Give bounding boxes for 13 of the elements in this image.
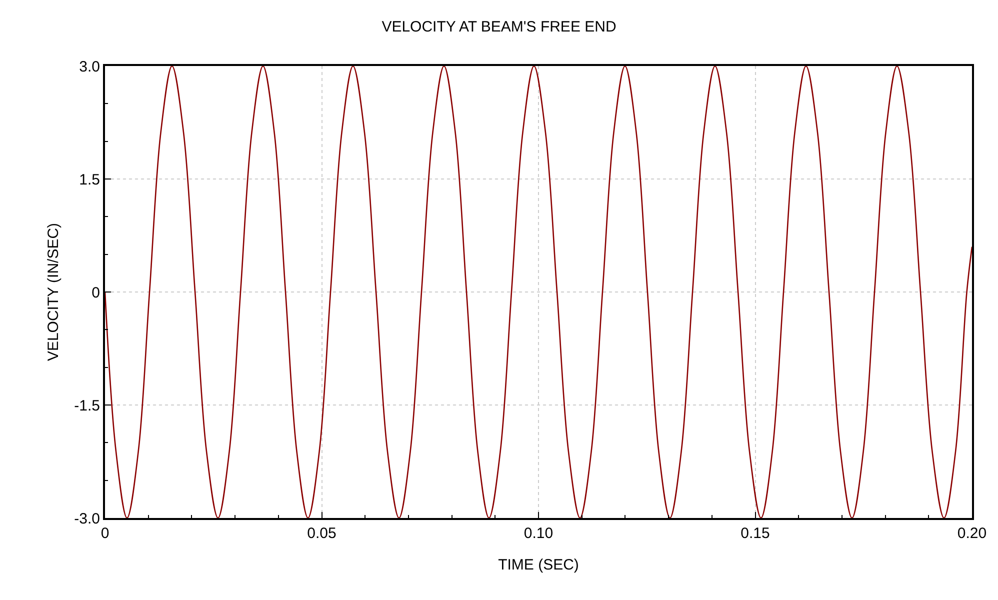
x-tick-label: 0.10 [524, 525, 554, 542]
x-tick-label: 0.05 [307, 525, 336, 542]
y-tick-label: -3.0 [74, 510, 100, 528]
y-axis-title: VELOCITY (IN/SEC) [44, 222, 62, 362]
y-tick-label: 1.5 [79, 171, 100, 188]
x-axis-title: TIME (SEC) [498, 556, 579, 574]
y-tick-label: -1.5 [74, 397, 100, 414]
y-tick-label: 3.0 [79, 58, 100, 76]
x-tick-label: 0.15 [740, 525, 770, 542]
chart-title: VELOCITY AT BEAM'S FREE END [382, 18, 616, 36]
line-series [105, 66, 972, 518]
y-tick-label: 0 [92, 284, 100, 302]
x-tick-label: 0.20 [957, 525, 987, 542]
